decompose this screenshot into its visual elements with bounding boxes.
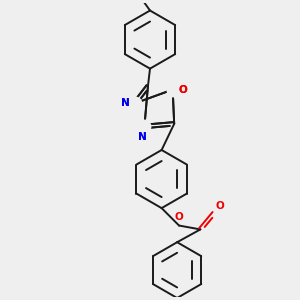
Text: O: O bbox=[178, 85, 187, 94]
Text: N: N bbox=[121, 98, 129, 108]
Text: O: O bbox=[175, 212, 183, 222]
Text: N: N bbox=[121, 98, 129, 108]
Text: N: N bbox=[138, 132, 146, 142]
Text: O: O bbox=[216, 201, 225, 211]
Text: O: O bbox=[178, 85, 187, 94]
Text: N: N bbox=[138, 132, 146, 142]
